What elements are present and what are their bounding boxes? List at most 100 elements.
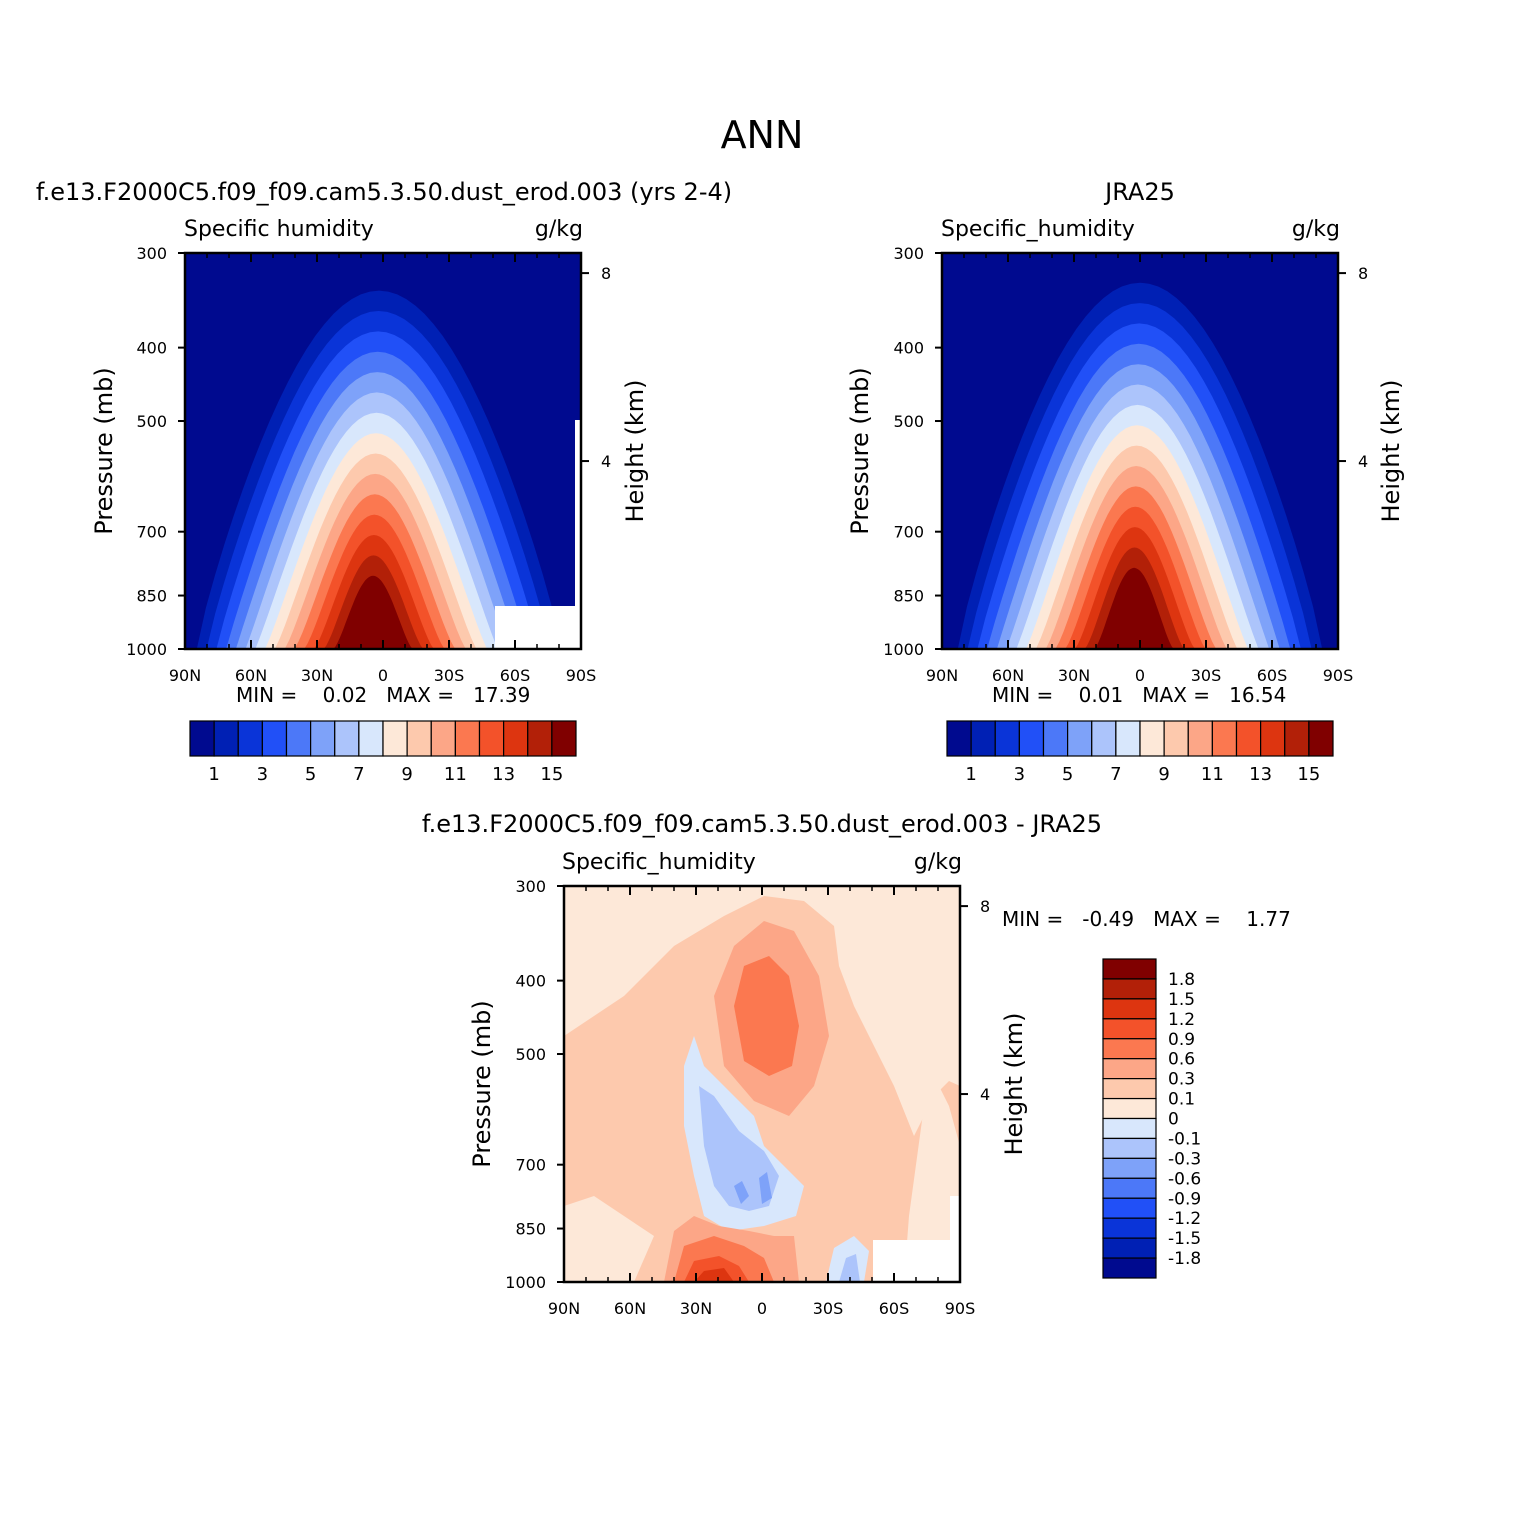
x-tick-label: 30N xyxy=(1058,666,1090,685)
x-tick-label: 90N xyxy=(169,666,201,685)
x-tick-label: 60N xyxy=(235,666,267,685)
colorbar-label: 13 xyxy=(492,764,515,785)
panel-diff-ylabel-right: Height (km) xyxy=(1000,1013,1028,1156)
contour-band-5 xyxy=(699,1086,779,1211)
colorbar-box xyxy=(1139,720,1165,757)
panel-obs-title: JRA25 xyxy=(1103,178,1175,206)
colorbar-label: -0.6 xyxy=(1168,1169,1201,1189)
contour-band-13 xyxy=(839,1254,860,1282)
colorbar-box xyxy=(237,720,263,757)
colorbar-box xyxy=(213,720,239,757)
colorbar-box xyxy=(1042,720,1069,757)
colorbar-box xyxy=(358,720,384,757)
colorbar-box xyxy=(527,720,553,757)
colorbar-label: -0.9 xyxy=(1168,1189,1201,1209)
panel-diff-contours xyxy=(564,886,960,1282)
x-tick-label: 30S xyxy=(1191,666,1222,685)
colorbar-label: 11 xyxy=(1201,764,1224,785)
height-tick-label: 4 xyxy=(980,1085,990,1104)
x-tick-label: 60S xyxy=(1257,666,1288,685)
contour-band-11 xyxy=(694,1268,734,1282)
y-tick-label: 300 xyxy=(136,244,167,263)
colorbar-label: -1.8 xyxy=(1168,1249,1201,1269)
x-tick-label: 60S xyxy=(879,1299,910,1318)
x-tick-label: 90N xyxy=(548,1299,580,1318)
panel-diff-colorbar: 1.81.51.20.90.60.30.10-0.1-0.3-0.6-0.9-1… xyxy=(1102,958,1201,1279)
panel-obs-contours xyxy=(942,253,1338,649)
colorbar-box xyxy=(551,720,577,757)
panel-diff: f.e13.F2000C5.f09_f09.cam5.3.50.dust_ero… xyxy=(422,810,1291,1318)
y-tick-label: 500 xyxy=(136,412,167,431)
colorbar-box xyxy=(1091,720,1117,757)
panel-model-units: g/kg xyxy=(535,217,583,242)
panel-obs-ylabel-right: Height (km) xyxy=(1377,380,1405,523)
colorbar-box xyxy=(1115,720,1141,757)
colorbar-box xyxy=(1102,1237,1157,1259)
height-tick-label: 8 xyxy=(980,897,990,916)
colorbar-box xyxy=(406,720,432,757)
colorbar-box xyxy=(1102,998,1157,1020)
y-tick-label: 850 xyxy=(515,1220,546,1239)
colorbar-label: 5 xyxy=(1062,764,1073,785)
x-tick-label: 90S xyxy=(566,666,597,685)
panel-diff-min-max: MIN = -0.49 MAX = 1.77 xyxy=(1002,907,1291,931)
y-tick-label: 300 xyxy=(515,877,546,896)
y-tick-label: 1000 xyxy=(883,640,924,659)
panel-diff-missing-region xyxy=(873,1240,960,1282)
colorbar-label: 15 xyxy=(540,764,563,785)
colorbar-box xyxy=(1102,1018,1157,1040)
height-tick-label: 4 xyxy=(601,452,611,471)
height-tick-label: 8 xyxy=(1358,264,1368,283)
colorbar-label: -0.3 xyxy=(1168,1149,1201,1169)
colorbar-box xyxy=(430,720,456,757)
panel-obs-units: g/kg xyxy=(1292,217,1340,242)
colorbar-label: 11 xyxy=(444,764,467,785)
colorbar-label: -0.1 xyxy=(1168,1129,1201,1149)
colorbar-box xyxy=(1102,1117,1157,1140)
panel-model-colorbar: 1 3 5 7 9 11 13 15 xyxy=(189,720,577,785)
panel-model: f.e13.F2000C5.f09_f09.cam5.3.50.dust_ero… xyxy=(36,178,732,785)
colorbar-box xyxy=(1284,720,1310,757)
contour-band-level-15 xyxy=(333,575,413,649)
panel-obs-colorbar: 1 3 5 7 9 11 13 15 xyxy=(946,720,1334,785)
colorbar-box xyxy=(1102,1038,1157,1060)
colorbar-box xyxy=(1102,1217,1157,1239)
y-tick-label: 1000 xyxy=(505,1273,546,1292)
colorbar-box xyxy=(503,720,529,757)
y-tick-label: 500 xyxy=(515,1045,546,1064)
y-tick-label: 850 xyxy=(136,587,167,606)
colorbar-label: 1 xyxy=(208,764,219,785)
colorbar-label: 1.8 xyxy=(1168,970,1195,990)
panel-obs-min-max: MIN = 0.01 MAX = 16.54 xyxy=(992,683,1286,707)
figure-title: ANN xyxy=(721,113,804,157)
y-tick-label: 500 xyxy=(893,412,924,431)
colorbar-label: 3 xyxy=(257,764,268,785)
y-tick-label: 700 xyxy=(136,523,167,542)
colorbar-box xyxy=(970,720,996,757)
contour-band-3 xyxy=(734,956,799,1076)
x-tick-label: 60S xyxy=(500,666,531,685)
panel-model-min-max: MIN = 0.02 MAX = 17.39 xyxy=(236,683,530,707)
colorbar-box xyxy=(1163,720,1189,757)
x-tick-label: 0 xyxy=(1135,666,1145,685)
colorbar-label: -1.2 xyxy=(1168,1209,1201,1229)
contour-band-7 xyxy=(759,1172,772,1204)
x-tick-label: 30N xyxy=(301,666,333,685)
colorbar-label: 1 xyxy=(965,764,976,785)
panel-model-ylabel-right: Height (km) xyxy=(621,380,649,523)
y-tick-label: 700 xyxy=(893,523,924,542)
panel-model-contours xyxy=(185,253,581,649)
colorbar-box xyxy=(994,720,1020,757)
colorbar-box xyxy=(946,720,972,757)
colorbar-box xyxy=(189,720,215,757)
colorbar-box xyxy=(1102,1257,1157,1279)
colorbar-box xyxy=(1102,1097,1157,1120)
colorbar-box xyxy=(1260,720,1286,757)
panel-diff-var-label: Specific_humidity xyxy=(562,850,756,875)
colorbar-label: 0.3 xyxy=(1168,1070,1195,1090)
colorbar-label: 7 xyxy=(353,764,364,785)
colorbar-label: 0 xyxy=(1168,1110,1179,1130)
x-tick-label: 30S xyxy=(434,666,465,685)
panel-diff-missing-strip xyxy=(950,1196,960,1240)
colorbar-box xyxy=(1067,720,1093,757)
